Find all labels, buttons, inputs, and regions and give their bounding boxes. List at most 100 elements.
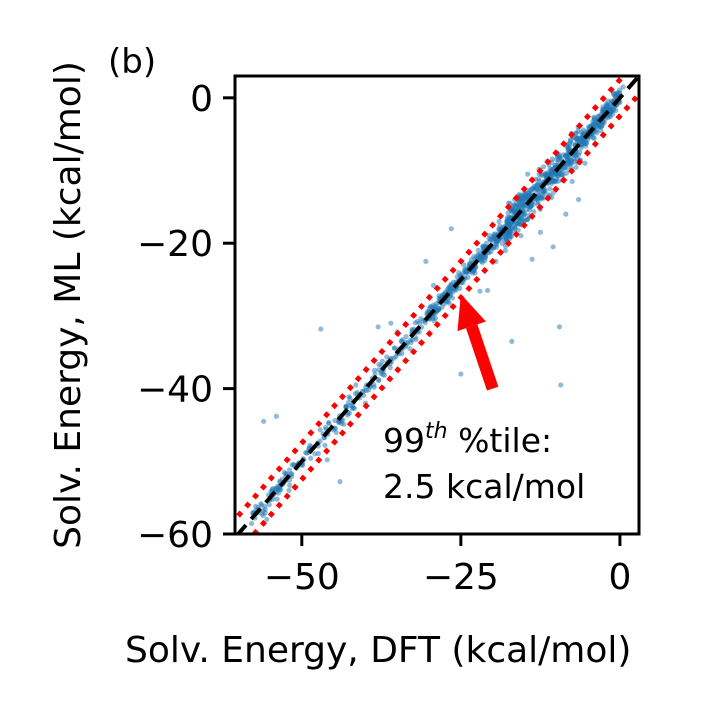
scatter-point <box>273 413 279 419</box>
scatter-point <box>540 164 547 170</box>
scatter-point <box>567 138 573 144</box>
scatter-point <box>347 402 353 409</box>
scatter-point <box>260 512 266 519</box>
scatter-point <box>563 211 569 217</box>
scatter-point <box>287 482 293 488</box>
x-axis-ticks: −50 −25 0 <box>264 534 631 598</box>
scatter-point <box>258 501 264 507</box>
scatter-point <box>469 270 475 276</box>
scatter-point <box>317 427 323 433</box>
scatter-point <box>336 419 342 426</box>
scatter-point <box>289 473 295 480</box>
scatter-point <box>488 236 494 243</box>
scatter-point <box>564 153 570 160</box>
scatter-point <box>435 307 441 313</box>
plot-frame <box>233 74 641 536</box>
scatter-point <box>582 160 588 166</box>
scatter-point <box>515 227 521 233</box>
scatter-point <box>324 457 330 463</box>
scatter-point <box>414 318 421 325</box>
scatter-point <box>425 308 431 315</box>
scatter-point <box>286 487 292 493</box>
scatter-point <box>558 382 564 388</box>
y-tick-label: 0 <box>190 79 213 120</box>
scatter-point <box>275 490 281 496</box>
scatter-point <box>541 188 547 194</box>
annotation-arrow <box>457 294 499 391</box>
scatter-point <box>379 358 385 364</box>
scatter-point <box>484 287 491 294</box>
scatter-point <box>537 229 543 235</box>
scatter-point <box>387 365 393 371</box>
scatter-point <box>535 193 542 199</box>
percentile-band-upper <box>235 76 627 524</box>
scatter-point <box>604 103 610 110</box>
scatter-point <box>527 187 533 193</box>
scatter-point <box>518 233 524 239</box>
scatter-point <box>400 337 406 343</box>
scatter-point <box>507 229 513 236</box>
scatter-point <box>526 207 533 213</box>
scatter-point <box>524 216 530 223</box>
scatter-point <box>550 244 556 250</box>
annotation-base: 99 <box>383 421 425 460</box>
scatter-point <box>620 84 626 90</box>
scatter-point <box>575 196 582 203</box>
scatter-point <box>525 171 531 177</box>
scatter-point <box>552 178 558 185</box>
y-tick-label: −60 <box>137 515 213 556</box>
scatter-points <box>249 84 626 527</box>
scatter-point <box>462 270 468 276</box>
scatter-point <box>493 244 499 250</box>
scatter-point <box>569 178 575 185</box>
scatter-point <box>308 455 314 461</box>
annotation-arrow-head <box>457 294 486 332</box>
scatter-point <box>337 479 343 485</box>
annotation-arrow-shaft <box>466 324 499 391</box>
scatter-point <box>554 156 560 163</box>
scatter-point <box>550 190 556 196</box>
scatter-point <box>556 324 563 330</box>
scatter-point <box>496 218 502 224</box>
scatter-point <box>444 287 450 293</box>
scatter-point <box>559 172 565 178</box>
x-tick-label: −25 <box>423 557 499 598</box>
scatter-point <box>375 377 382 384</box>
scatter-point <box>423 258 429 264</box>
scatter-point <box>286 467 293 473</box>
annotation-rest: %tile: <box>448 421 553 460</box>
y-axis-label: Solv. Energy, ML (kcal/mol) <box>48 61 89 549</box>
scatter-point <box>520 203 526 209</box>
scatter-point <box>503 235 509 242</box>
scatter-point <box>407 346 413 352</box>
scatter-point <box>322 442 328 448</box>
x-tick-label: 0 <box>608 557 631 598</box>
scatter-point <box>317 438 323 444</box>
scatter-point <box>388 320 394 326</box>
scatter-point <box>509 338 515 344</box>
scatter-point <box>427 303 433 310</box>
scatter-point <box>353 382 359 388</box>
scatter-point <box>607 114 613 120</box>
scatter-point <box>477 288 483 294</box>
annotation-text-line1: 99th %tile: <box>383 419 552 460</box>
x-tick-label: −50 <box>264 557 340 598</box>
scatter-point <box>403 334 409 340</box>
scatter-point <box>393 353 399 360</box>
scatter-point <box>565 147 571 153</box>
scatter-point <box>448 226 454 232</box>
scatter-point <box>375 324 381 330</box>
scatter-point <box>547 170 553 177</box>
scatter-point <box>376 361 382 368</box>
scatter-point <box>520 212 527 219</box>
scatter-point <box>260 508 266 514</box>
scatter-point <box>534 183 540 189</box>
scatter-point <box>344 412 351 418</box>
scatter-point <box>565 165 571 171</box>
scatter-point <box>384 354 390 360</box>
scatter-point <box>535 189 541 195</box>
scatter-point <box>371 384 377 390</box>
annotation-text-line2: 2.5 kcal/mol <box>383 467 585 506</box>
scatter-point <box>496 226 502 232</box>
scatter-point <box>536 178 542 185</box>
